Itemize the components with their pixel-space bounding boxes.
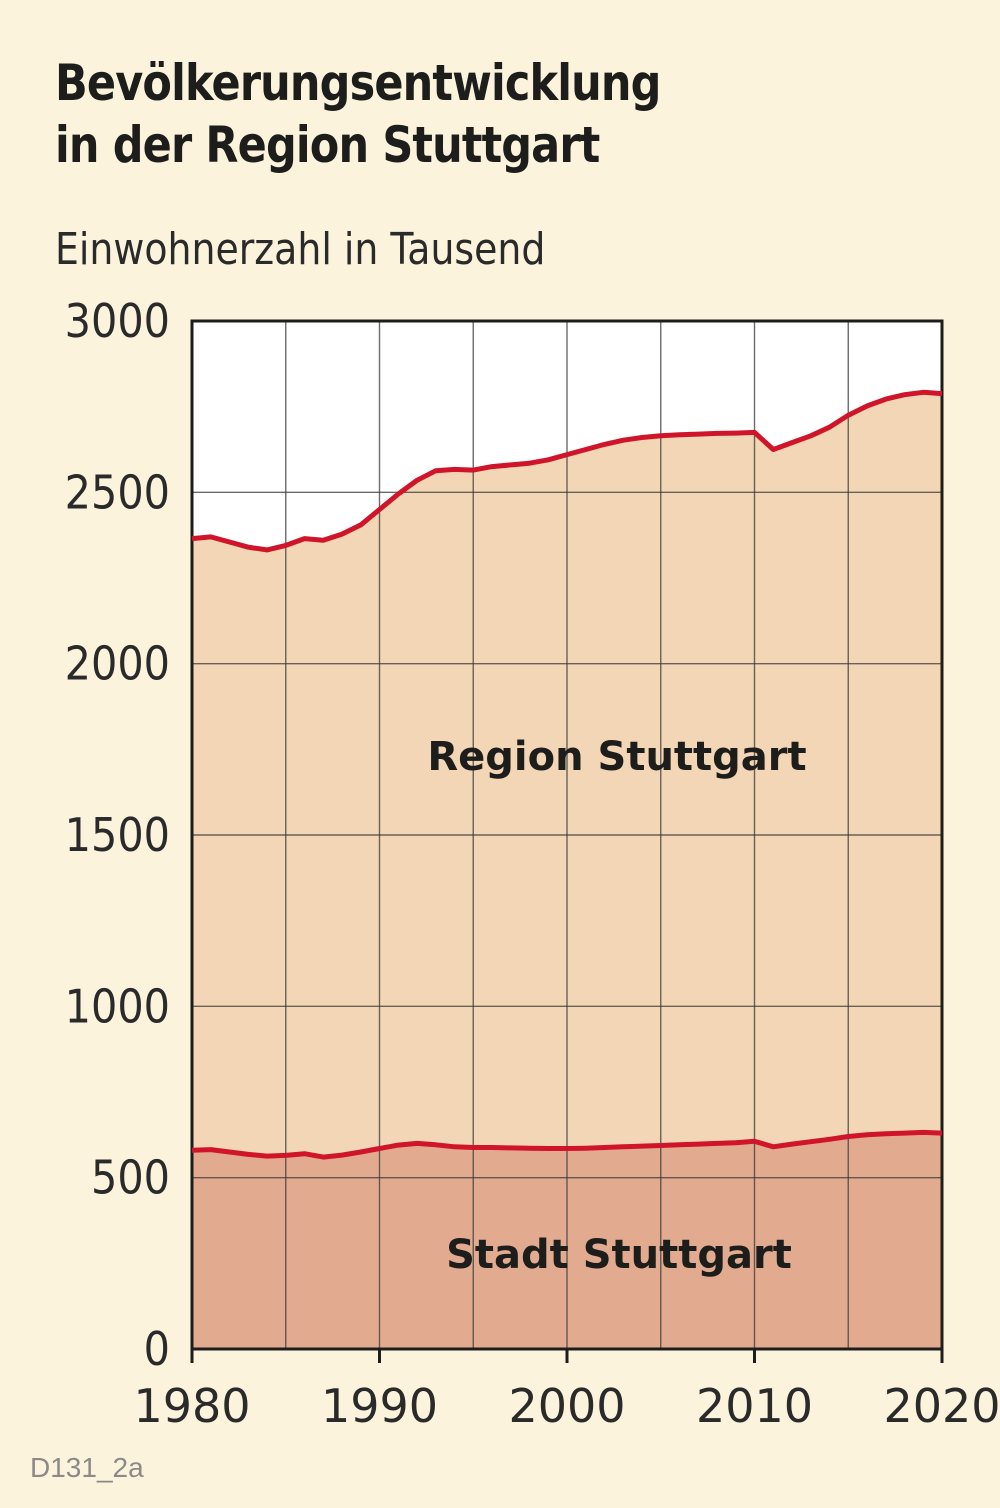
region-stuttgart-line — [191, 389, 943, 553]
region-stuttgart-label: Region Stuttgart — [427, 734, 806, 780]
chart-title: Bevölkerungsentwicklung in der Region St… — [55, 52, 661, 176]
y-tick-label: 1500 — [65, 809, 170, 863]
y-tick-label: 2500 — [65, 466, 170, 520]
x-tick-label: 2000 — [508, 1379, 625, 1433]
y-tick-label: 1000 — [65, 980, 170, 1034]
stadt-stuttgart-label: Stadt Stuttgart — [446, 1232, 792, 1278]
y-tick-label: 0 — [144, 1323, 170, 1377]
x-tick-label: 1980 — [133, 1379, 250, 1433]
x-tick-label: 1990 — [321, 1379, 438, 1433]
title-line-2: in der Region Stuttgart — [55, 116, 600, 174]
y-axis-label: Einwohnerzahl in Tausend — [55, 224, 546, 275]
y-tick-label: 500 — [91, 1152, 170, 1206]
stadt-stuttgart-line — [191, 1129, 943, 1160]
title-line-1: Bevölkerungsentwicklung — [55, 54, 661, 112]
source-code: D131_2a — [30, 1452, 144, 1483]
x-tick-label: 2020 — [883, 1379, 1000, 1433]
y-tick-label: 2000 — [65, 638, 170, 692]
x-tick-label: 2010 — [696, 1379, 813, 1433]
y-tick-label: 3000 — [65, 295, 170, 349]
